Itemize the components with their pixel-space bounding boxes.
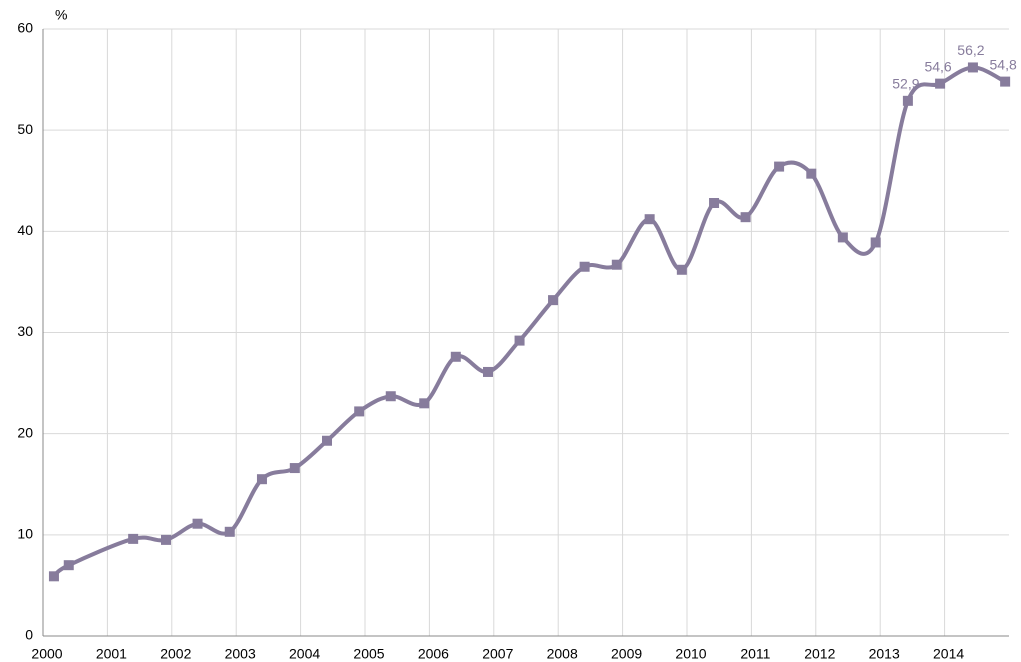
x-tick-label: 2004 — [289, 646, 320, 662]
data-point — [63, 560, 74, 571]
data-label: 54,8 — [990, 56, 1017, 72]
data-point — [902, 95, 913, 106]
y-axis-label: % — [55, 7, 67, 23]
data-point — [1000, 76, 1011, 87]
y-tick-label: 50 — [17, 121, 33, 137]
x-tick-label: 2003 — [225, 646, 256, 662]
data-point — [676, 264, 687, 275]
data-point — [224, 526, 235, 537]
data-point — [935, 78, 946, 89]
data-label: 54,6 — [924, 58, 951, 74]
data-label: 56,2 — [957, 42, 984, 58]
y-tick-label: 60 — [17, 20, 33, 36]
data-point — [514, 335, 525, 346]
data-point — [483, 366, 494, 377]
data-point — [354, 406, 365, 417]
data-point — [322, 435, 333, 446]
data-point — [644, 214, 655, 225]
x-tick-label: 2000 — [31, 646, 62, 662]
data-point — [548, 295, 559, 306]
data-point — [385, 391, 396, 402]
data-point — [967, 62, 978, 73]
x-tick-label: 2001 — [96, 646, 127, 662]
y-tick-label: 20 — [17, 424, 33, 440]
y-tick-label: 30 — [17, 323, 33, 339]
x-tick-label: 2014 — [933, 646, 964, 662]
x-tick-label: 2011 — [740, 646, 770, 662]
x-tick-label: 2012 — [804, 646, 835, 662]
y-tick-label: 40 — [17, 222, 33, 238]
data-point — [740, 212, 751, 223]
data-point — [709, 198, 720, 209]
x-tick-label: 2013 — [869, 646, 900, 662]
x-tick-label: 2010 — [675, 646, 706, 662]
x-tick-label: 2009 — [611, 646, 642, 662]
data-point — [192, 518, 203, 529]
data-label: 52,9 — [892, 76, 919, 92]
data-point — [289, 463, 300, 474]
data-point — [419, 398, 430, 409]
y-tick-label: 10 — [17, 526, 33, 542]
data-point — [870, 237, 881, 248]
x-tick-label: 2005 — [353, 646, 384, 662]
data-point — [161, 534, 172, 545]
y-tick-label: 0 — [25, 627, 33, 643]
data-point — [774, 161, 785, 172]
data-point — [450, 351, 461, 362]
data-point — [256, 474, 267, 485]
x-tick-label: 2008 — [547, 646, 578, 662]
data-point — [48, 571, 59, 582]
data-point — [611, 259, 622, 270]
x-tick-label: 2006 — [418, 646, 449, 662]
data-point — [128, 533, 139, 544]
data-point — [579, 261, 590, 272]
x-tick-label: 2002 — [160, 646, 191, 662]
data-point — [806, 168, 817, 179]
data-line — [52, 65, 1007, 578]
x-tick-label: 2007 — [482, 646, 513, 662]
data-point — [837, 232, 848, 243]
